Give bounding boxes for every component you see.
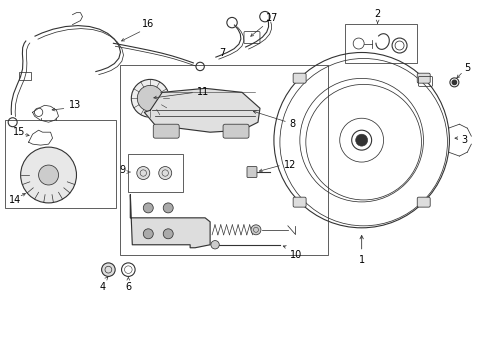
Bar [5,120,116,208]
Circle shape [143,229,153,239]
FancyBboxPatch shape [292,197,305,207]
Circle shape [163,203,173,213]
Text: 15: 15 [13,127,25,137]
Text: 6: 6 [125,282,131,292]
Circle shape [131,80,169,117]
Bar [128,154,183,192]
Circle shape [355,134,367,146]
Text: 17: 17 [265,13,278,23]
Circle shape [451,80,456,85]
FancyBboxPatch shape [292,73,305,83]
Circle shape [163,229,173,239]
Circle shape [102,263,115,276]
Text: 5: 5 [464,63,469,73]
FancyBboxPatch shape [223,124,248,138]
Text: 7: 7 [219,49,225,58]
Circle shape [137,167,149,180]
FancyBboxPatch shape [246,167,256,177]
Text: 8: 8 [289,119,295,129]
FancyBboxPatch shape [416,197,429,207]
Text: 3: 3 [461,135,467,145]
Polygon shape [144,88,260,132]
Text: 16: 16 [142,19,154,28]
FancyBboxPatch shape [153,124,179,138]
Bar [344,24,416,63]
Text: 13: 13 [68,100,81,110]
Text: 10: 10 [289,250,302,260]
Polygon shape [130,195,210,248]
Circle shape [210,240,219,249]
Bar [120,66,327,255]
Circle shape [159,167,171,180]
Circle shape [250,225,261,235]
Text: 1: 1 [358,255,364,265]
Text: 11: 11 [197,87,209,97]
Circle shape [137,85,163,111]
Text: 4: 4 [99,282,105,292]
Circle shape [20,147,76,203]
Text: 2: 2 [374,9,380,19]
Text: 14: 14 [9,195,21,205]
Text: 12: 12 [284,160,296,170]
Circle shape [143,203,153,213]
Text: 9: 9 [119,165,125,175]
Bar [19,72,31,80]
FancyBboxPatch shape [416,73,429,83]
Circle shape [39,165,59,185]
